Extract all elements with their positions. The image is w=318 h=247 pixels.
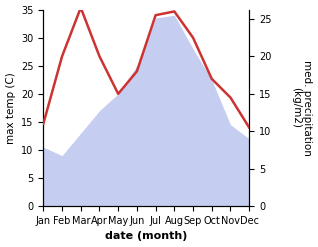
X-axis label: date (month): date (month) [105,231,187,242]
Y-axis label: med. precipitation
(kg/m2): med. precipitation (kg/m2) [291,60,313,156]
Y-axis label: max temp (C): max temp (C) [5,72,16,144]
